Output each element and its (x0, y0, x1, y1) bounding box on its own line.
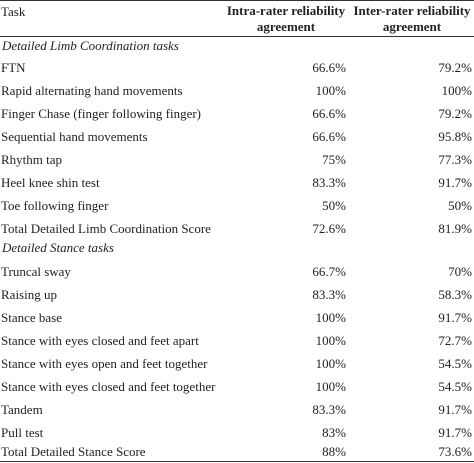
cell-intra: 83.3% (312, 402, 346, 417)
cell-inter: 79.2% (438, 106, 472, 121)
table-row: Finger Chase (finger following finger) 6… (0, 102, 474, 125)
table-row: Rhythm tap 75% 77.3% (0, 148, 474, 171)
table-row: Stance with eyes open and feet together … (0, 352, 474, 375)
cell-intra: 100% (315, 83, 346, 98)
cell-inter: 58.3% (438, 287, 472, 302)
table-row: Rapid alternating hand movements 100% 10… (0, 79, 474, 102)
cell-task: FTN (1, 60, 26, 75)
cell-task: Toe following finger (1, 198, 109, 213)
cell-inter: 91.7% (438, 310, 472, 325)
table-row: Stance base 100% 91.7% (0, 306, 474, 329)
header-intra-rater: Intra-rater reliability agreement (222, 3, 350, 35)
cell-inter: 50% (448, 198, 472, 213)
cell-task: Finger Chase (finger following finger) (1, 106, 202, 121)
cell-task: Sequential hand movements (1, 129, 148, 144)
cell-intra: 83% (322, 425, 346, 440)
table-row: Toe following finger 50% 50% (0, 194, 474, 217)
cell-task: Pull test (1, 425, 44, 440)
header-rule (0, 36, 474, 37)
cell-inter: 91.7% (438, 402, 472, 417)
table-row-total: Total Detailed Limb Coordination Score 7… (0, 217, 474, 240)
table-row: Stance with eyes closed and feet togethe… (0, 375, 474, 398)
cell-intra: 72.6% (312, 221, 346, 236)
cell-inter: 72.7% (438, 333, 472, 348)
cell-task: Total Detailed Stance Score (1, 444, 146, 459)
table-row: Pull test 83% 91.7% (0, 421, 474, 444)
cell-intra: 66.6% (312, 60, 346, 75)
cell-inter: 100% (441, 83, 472, 98)
header-intra-line1: Intra-rater reliability (226, 3, 346, 18)
table-row: FTN 66.6% 79.2% (0, 56, 474, 79)
cell-inter: 79.2% (438, 60, 472, 75)
cell-intra: 88% (322, 444, 346, 459)
cell-inter: 54.5% (438, 356, 472, 371)
cell-inter: 54.5% (438, 379, 472, 394)
table-row: Raising up 83.3% 58.3% (0, 283, 474, 306)
cell-inter: 95.8% (438, 129, 472, 144)
cell-intra: 100% (315, 310, 346, 325)
cell-task: Rapid alternating hand movements (1, 83, 183, 98)
cell-task: Rhythm tap (1, 152, 63, 167)
cell-task: Stance base (1, 310, 63, 325)
cell-task: Tandem (1, 402, 43, 417)
header-inter-line1: Inter-rater reliability (353, 3, 471, 18)
cell-inter: 91.7% (438, 425, 472, 440)
header-inter-rater: Inter-rater reliability agreement (350, 3, 474, 35)
cell-intra: 100% (315, 379, 346, 394)
cell-intra: 50% (322, 198, 346, 213)
table-row: Tandem 83.3% 91.7% (0, 398, 474, 421)
cell-task: Stance with eyes open and feet together (1, 356, 208, 371)
cell-inter: 91.7% (438, 175, 472, 190)
cell-intra: 66.6% (312, 106, 346, 121)
cell-intra: 100% (315, 356, 346, 371)
table-top-rule (0, 0, 474, 1)
cell-task: Stance with eyes closed and feet togethe… (1, 379, 216, 394)
cell-inter: 70% (448, 264, 472, 279)
cell-intra: 83.3% (312, 287, 346, 302)
cell-task: Heel knee shin test (1, 175, 100, 190)
cell-intra: 66.6% (312, 129, 346, 144)
cell-intra: 75% (322, 152, 346, 167)
header-intra-line2: agreement (256, 19, 316, 34)
table-row: Stance with eyes closed and feet apart 1… (0, 329, 474, 352)
cell-intra: 83.3% (312, 175, 346, 190)
cell-task: Stance with eyes closed and feet apart (1, 333, 199, 348)
cell-intra: 100% (315, 333, 346, 348)
header-task: Task (1, 4, 26, 19)
header-inter-line2: agreement (382, 19, 442, 34)
cell-task: Raising up (1, 287, 57, 302)
table-row-total: Total Detailed Stance Score 88% 73.6% (0, 440, 474, 463)
table-row: Truncal sway 66.7% 70% (0, 260, 474, 283)
cell-intra: 66.7% (312, 264, 346, 279)
cell-task: Truncal sway (1, 264, 71, 279)
table-row: Heel knee shin test 83.3% 91.7% (0, 171, 474, 194)
cell-inter: 81.9% (438, 221, 472, 236)
cell-inter: 73.6% (438, 444, 472, 459)
table-row: Sequential hand movements 66.6% 95.8% (0, 125, 474, 148)
section-title-stance: Detailed Stance tasks (2, 240, 114, 255)
cell-inter: 77.3% (438, 152, 472, 167)
cell-task: Total Detailed Limb Coordination Score (1, 221, 211, 236)
section-title-limb: Detailed Limb Coordination tasks (2, 38, 179, 53)
